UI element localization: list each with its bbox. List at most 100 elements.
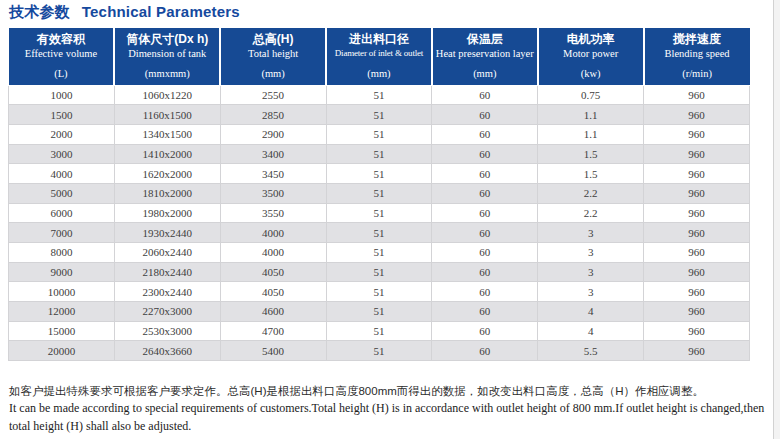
table-row: 30001410x2000340051601.5960 <box>9 144 750 164</box>
footnote-en-line2: total height (H) shall also be adjusted. <box>9 418 767 435</box>
table-cell: 1160x1500 <box>114 105 220 125</box>
table-cell: 4000 <box>220 243 326 263</box>
table-cell: 60 <box>432 243 538 263</box>
table-cell: 2530x3000 <box>114 321 220 341</box>
table-cell: 60 <box>432 85 538 105</box>
table-row: 15001160x1500285051601.1960 <box>9 105 750 125</box>
page-title-cn: 技术参数 <box>9 3 70 20</box>
table-row: 150002530x3000470051604960 <box>9 321 750 341</box>
table-cell: 960 <box>644 341 750 361</box>
table-cell: 1060x1220 <box>114 85 220 105</box>
header-cell-total-height: 总高(H) Total height (mm) <box>220 28 326 85</box>
table-cell: 60 <box>432 183 538 203</box>
table-cell: 2900 <box>220 124 326 144</box>
table-cell: 2850 <box>220 105 326 125</box>
table-cell: 4 <box>538 321 644 341</box>
table-cell: 51 <box>326 144 432 164</box>
table-cell: 1980x2000 <box>114 203 220 223</box>
table-cell: 3 <box>538 262 644 282</box>
table-cell: 3400 <box>220 144 326 164</box>
table-cell: 1.1 <box>538 105 644 125</box>
table-cell: 51 <box>326 183 432 203</box>
table-row: 40001620x2000345051601.5960 <box>9 164 750 184</box>
table-cell: 8000 <box>9 243 115 263</box>
header-cell-effective-volume: 有效容积 Effective volume (L) <box>9 28 115 85</box>
table-cell: 51 <box>326 321 432 341</box>
table-row: 70001930x2440400051603960 <box>9 223 750 243</box>
header-unit: (mm) <box>433 68 537 80</box>
table-cell: 2640x3660 <box>114 341 220 361</box>
table-cell: 60 <box>432 341 538 361</box>
header-cell-heat-layer: 保温层 Heat preservation layer (mm) <box>432 28 538 85</box>
header-cell-motor-power: 电机功率 Motor power (kw) <box>538 28 644 85</box>
table-row: 200002640x3660540051605.5960 <box>9 341 750 361</box>
table-cell: 1340x1500 <box>114 124 220 144</box>
table-cell: 2550 <box>220 85 326 105</box>
table-cell: 60 <box>432 223 538 243</box>
table-cell: 2.2 <box>538 183 644 203</box>
table-body: 10001060x1220255051600.7596015001160x150… <box>9 85 750 361</box>
table-cell: 960 <box>644 144 750 164</box>
table-cell: 3000 <box>9 144 115 164</box>
table-cell: 10000 <box>9 282 115 302</box>
table-cell: 2270x3000 <box>114 302 220 322</box>
table-cell: 51 <box>326 262 432 282</box>
header-en: Motor power <box>539 47 643 60</box>
table-cell: 4050 <box>220 262 326 282</box>
header-unit: (r/min) <box>645 68 750 80</box>
header-cell-blending-speed: 搅拌速度 Blending speed (r/min) <box>644 28 750 85</box>
table-cell: 4600 <box>220 302 326 322</box>
table-cell: 960 <box>644 243 750 263</box>
table-row: 120002270x3000460051604960 <box>9 302 750 322</box>
page-edge-divider <box>773 0 780 439</box>
table-cell: 4700 <box>220 321 326 341</box>
table-cell: 6000 <box>9 203 115 223</box>
table-row: 50001810x2000350051602.2960 <box>9 183 750 203</box>
table-cell: 51 <box>326 85 432 105</box>
table-row: 20001340x1500290051601.1960 <box>9 124 750 144</box>
header-cn: 电机功率 <box>539 32 643 47</box>
table-cell: 3 <box>538 282 644 302</box>
table-cell: 2300x2440 <box>114 282 220 302</box>
table-cell: 4 <box>538 302 644 322</box>
table-cell: 960 <box>644 105 750 125</box>
table-cell: 51 <box>326 203 432 223</box>
table-cell: 1620x2000 <box>114 164 220 184</box>
header-cn: 搅拌速度 <box>645 32 750 47</box>
header-en: Heat preservation layer <box>433 47 537 60</box>
technical-parameters-table: 有效容积 Effective volume (L) 筒体尺寸(Dx h) Dim… <box>8 28 750 361</box>
table-cell: 960 <box>644 223 750 243</box>
table-cell: 1410x2000 <box>114 144 220 164</box>
table-cell: 60 <box>432 302 538 322</box>
header-cn: 有效容积 <box>9 32 114 47</box>
table-cell: 3550 <box>220 203 326 223</box>
footnote-cn: 如客户提出特殊要求可根据客户要求定作。总高(H)是根据出料口高度800mm而得出… <box>9 383 767 399</box>
header-en: Effective volume <box>9 47 114 60</box>
table-row: 60001980x2000355051602.2960 <box>9 203 750 223</box>
table-cell: 960 <box>644 321 750 341</box>
table-cell: 9000 <box>9 262 115 282</box>
table-row: 80002060x2440400051603960 <box>9 243 750 263</box>
table-cell: 3 <box>538 243 644 263</box>
table-cell: 20000 <box>9 341 115 361</box>
header-en: Total height <box>221 47 325 60</box>
page-title-en: Technical Parameters <box>82 3 240 20</box>
table-cell: 1000 <box>9 85 115 105</box>
table-row: 10001060x1220255051600.75960 <box>9 85 750 105</box>
table-cell: 4000 <box>220 223 326 243</box>
header-cell-inlet-outlet: 进出料口径 Diameter of inlet & outlet (mm) <box>326 28 432 85</box>
table-cell: 15000 <box>9 321 115 341</box>
table-cell: 2.2 <box>538 203 644 223</box>
footnote: 如客户提出特殊要求可根据客户要求定作。总高(H)是根据出料口高度800mm而得出… <box>9 383 767 435</box>
table-cell: 960 <box>644 203 750 223</box>
header-unit: (mm) <box>221 68 325 80</box>
table-row: 100002300x2440405051603960 <box>9 282 750 302</box>
header-cell-dimension: 筒体尺寸(Dx h) Dimension of tank (mmxmm) <box>114 28 220 85</box>
table-cell: 3500 <box>220 183 326 203</box>
table-cell: 960 <box>644 282 750 302</box>
table-cell: 51 <box>326 243 432 263</box>
table-cell: 960 <box>644 164 750 184</box>
table-header: 有效容积 Effective volume (L) 筒体尺寸(Dx h) Dim… <box>9 28 750 85</box>
table-row: 90002180x2440405051603960 <box>9 262 750 282</box>
table-cell: 5.5 <box>538 341 644 361</box>
